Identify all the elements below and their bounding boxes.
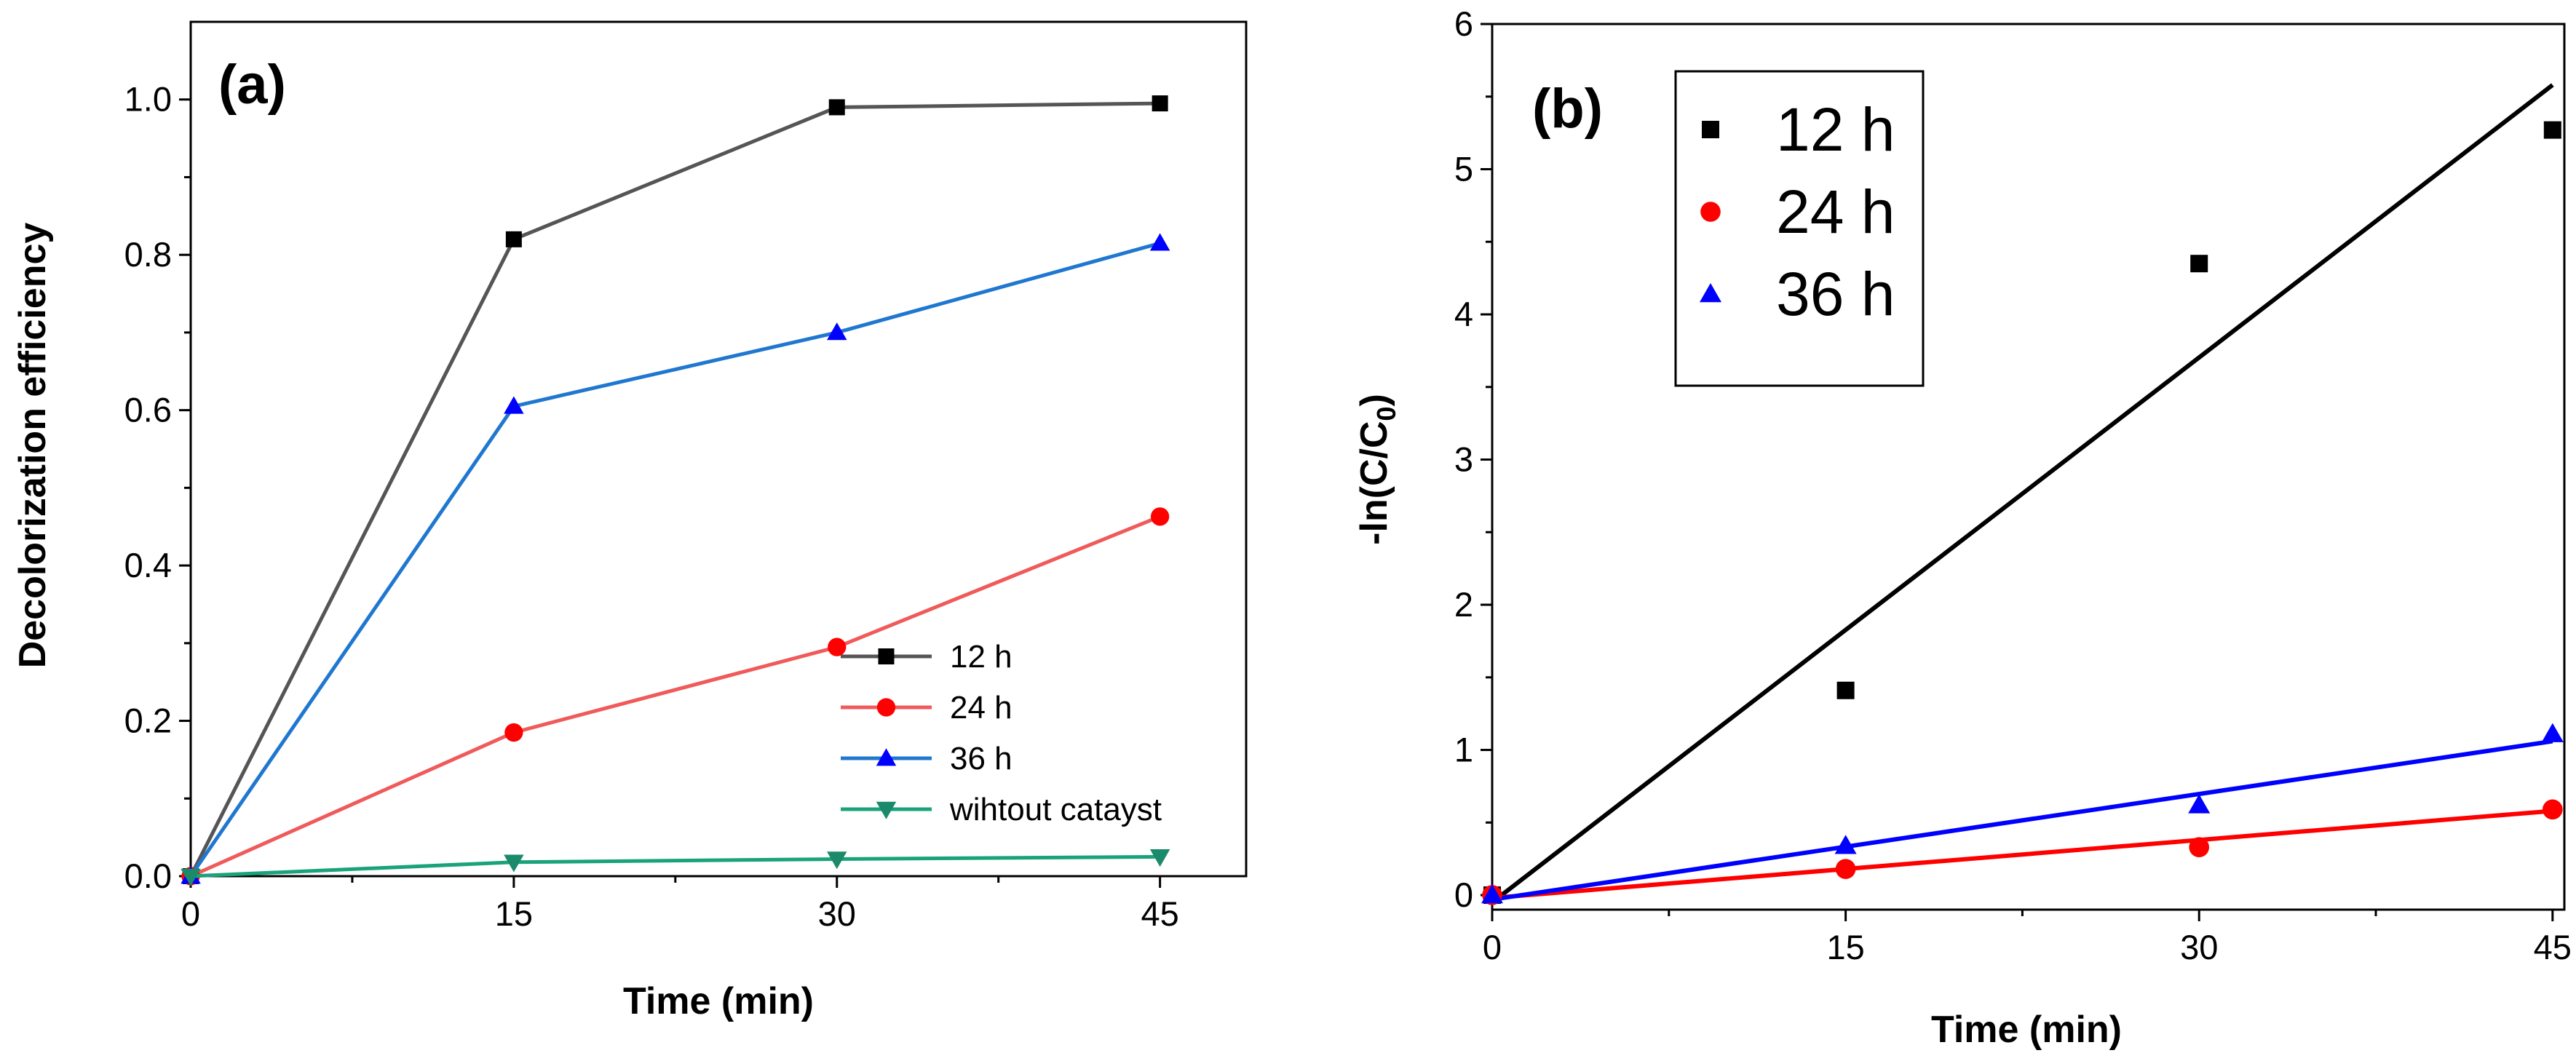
data-point-36-h — [1149, 233, 1170, 251]
legend-marker-24-h — [876, 698, 896, 717]
chart-panel-a: 0 15 30 45 0.0 0.2 0.4 0.6 0.8 1.0 Time (min) Decol… — [12, 20, 1248, 1022]
y-tick-label: 2 — [1454, 585, 1473, 624]
legend: 12 h 24 h 36 h — [1674, 70, 1925, 387]
legend-marker-wihtout-catayst — [876, 801, 897, 819]
panel-label-a: (a) — [218, 54, 286, 116]
data-point-12-h — [2543, 121, 2561, 139]
legend-label-24-h: 24 h — [950, 690, 1012, 726]
data-point-24-h — [2543, 799, 2563, 820]
data-point-wihtout-catayst — [181, 868, 201, 886]
legend-label-12-h: 12 h — [1776, 95, 1895, 164]
y-tick-label: 0.6 — [124, 391, 172, 429]
data-point-wihtout-catayst — [827, 851, 847, 870]
series-line-wihtout-catayst — [190, 854, 1160, 878]
y-tick-label: 0.0 — [124, 857, 172, 895]
data-point-12-h — [505, 231, 522, 247]
y-axis-label-main: -ln(C/C — [1353, 421, 1395, 544]
data-point-24-h — [2189, 837, 2210, 858]
fit-line-36-h — [1491, 739, 2553, 902]
y-tick-label: 3 — [1454, 440, 1473, 479]
legend-marker-24-h — [1700, 202, 1721, 222]
y-tick-label: 6 — [1454, 4, 1473, 43]
series-line-36-h — [189, 241, 1161, 878]
series-line-12-h — [189, 101, 1160, 878]
legend-marker-12-h — [878, 648, 895, 664]
y-axis-label-subscript: 0 — [1371, 406, 1401, 421]
legend-label-12-h: 12 h — [950, 639, 1012, 675]
data-point-36-h — [504, 396, 524, 414]
x-tick-label: 15 — [1826, 928, 1864, 966]
data-point-12-h — [828, 99, 845, 116]
x-tick-label: 45 — [1141, 894, 1178, 933]
data-point-24-h — [828, 637, 847, 656]
legend-label-36-h: 36 h — [950, 741, 1012, 776]
legend-label-wihtout-catayst: wihtout catayst — [949, 792, 1162, 827]
data-point-36-h — [1481, 884, 1503, 904]
data-point-wihtout-catayst — [1149, 849, 1170, 867]
panel-label-b: (b) — [1532, 78, 1603, 140]
fit-line-12-h — [1491, 83, 2554, 905]
y-tick-label: 0.4 — [124, 546, 172, 584]
y-axis-label-close: ) — [1353, 394, 1395, 406]
y-axis-label: -ln(C/C0) — [1353, 394, 1401, 545]
data-point-24-h — [504, 723, 523, 742]
y-tick-label: 5 — [1454, 150, 1473, 188]
series-line-24-h — [189, 514, 1161, 878]
data-point-12-h — [1836, 681, 1855, 699]
x-tick-label: 30 — [818, 894, 856, 933]
legend-marker-12-h — [1702, 121, 1719, 138]
plot-frame — [1491, 23, 2566, 911]
y-tick-label: 4 — [1454, 295, 1473, 333]
y-tick-label: 0.8 — [124, 235, 172, 274]
x-tick-label: 0 — [181, 894, 200, 933]
x-tick-label: 45 — [2534, 928, 2572, 966]
legend: 12 h 24 h 36 h wihtout catayst — [841, 639, 1162, 827]
legend-label-24-h: 24 h — [1776, 178, 1895, 246]
x-axis-label: Time (min) — [623, 980, 814, 1022]
data-point-12-h — [1152, 95, 1168, 112]
fit-line-24-h — [1491, 808, 2553, 901]
x-axis-label: Time (min) — [1931, 1009, 2122, 1051]
x-tick-label: 30 — [2180, 928, 2218, 966]
y-tick-label: 1 — [1454, 731, 1473, 769]
plot-frame — [189, 20, 1248, 878]
data-point-24-h — [1835, 859, 1856, 879]
data-point-36-h — [2188, 794, 2211, 814]
data-point-36-h — [2541, 723, 2564, 742]
data-point-wihtout-catayst — [504, 854, 524, 873]
data-point-12-h — [2190, 255, 2208, 273]
y-axis-label: Decolorization efficiency — [12, 223, 54, 669]
y-tick-label: 1.0 — [124, 80, 172, 119]
y-tick-label: 0.2 — [124, 702, 172, 740]
legend-marker-36-h — [876, 748, 897, 766]
legend-marker-36-h — [1700, 283, 1721, 303]
data-point-24-h — [1150, 507, 1170, 526]
legend-label-36-h: 36 h — [1776, 260, 1895, 328]
data-point-36-h — [827, 322, 847, 341]
data-point-36-h — [1834, 835, 1857, 854]
y-tick-label: 0 — [1454, 875, 1473, 914]
x-tick-label: 15 — [495, 894, 533, 933]
x-tick-label: 0 — [1483, 928, 1502, 966]
